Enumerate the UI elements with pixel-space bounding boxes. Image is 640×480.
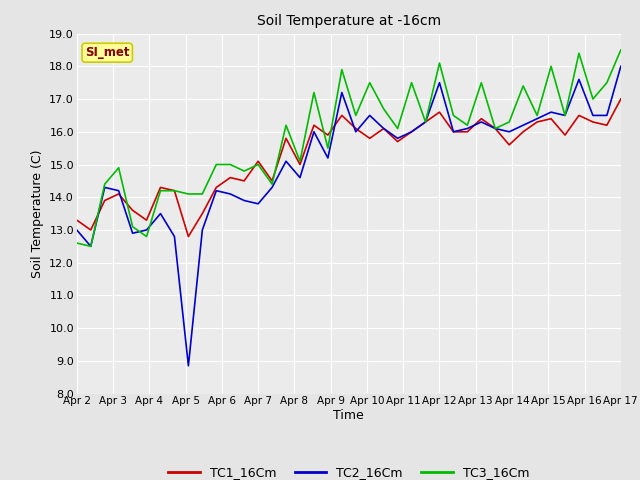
Y-axis label: Soil Temperature (C): Soil Temperature (C): [31, 149, 44, 278]
Legend: TC1_16Cm, TC2_16Cm, TC3_16Cm: TC1_16Cm, TC2_16Cm, TC3_16Cm: [163, 461, 534, 480]
X-axis label: Time: Time: [333, 409, 364, 422]
Text: SI_met: SI_met: [85, 46, 129, 59]
Title: Soil Temperature at -16cm: Soil Temperature at -16cm: [257, 14, 441, 28]
